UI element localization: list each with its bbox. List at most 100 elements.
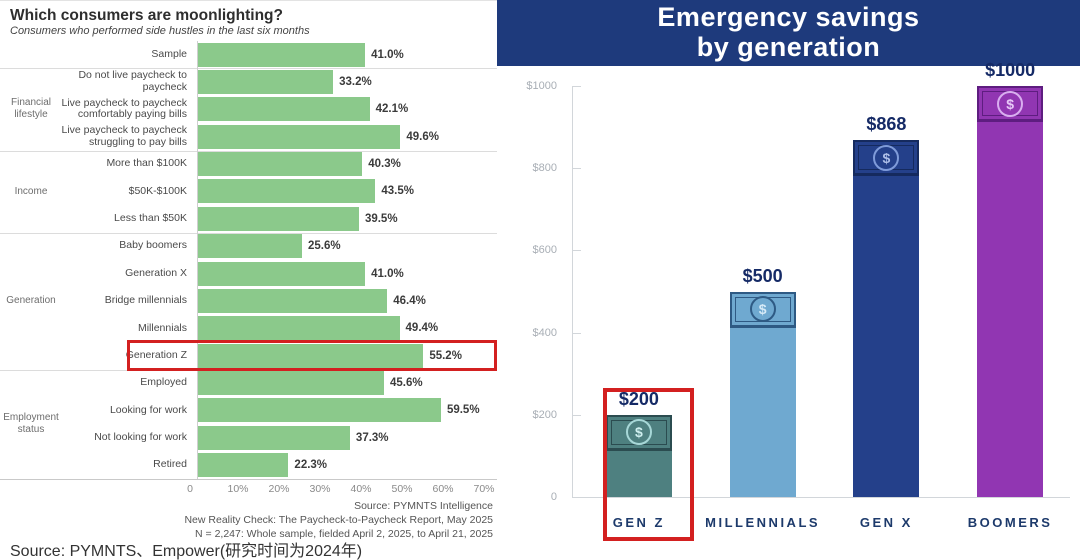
x-axis-tick-label: 10%	[227, 483, 249, 495]
dollar-bill-icon: $	[729, 291, 796, 328]
bar-value-label: 22.3%	[294, 459, 328, 472]
bar	[197, 179, 376, 204]
left-chart-y-axis-line	[197, 41, 198, 479]
left-chart-title: Which consumers are moonlighting?	[10, 7, 283, 24]
bar	[197, 453, 289, 478]
right-chart-x-axis-line	[572, 497, 1070, 498]
bar	[197, 69, 334, 94]
dollar-bill-icon: $	[853, 140, 920, 177]
left-chart-row: Live paycheck to paycheck comfortably pa…	[0, 96, 497, 123]
y-axis-tick-label: $1000	[526, 80, 557, 92]
dollar-sign-icon: $	[997, 90, 1024, 117]
y-axis-tick-label: $400	[532, 326, 557, 339]
y-axis-tick-label: $600	[532, 244, 557, 257]
x-axis-tick-label: 60%	[432, 483, 454, 495]
left-chart-row: Live paycheck to paycheck struggling to …	[0, 123, 497, 150]
y-axis-tick-label: $800	[532, 162, 557, 175]
bar-value-label: 46.4%	[393, 294, 426, 307]
bar-label: $50K-$100K	[128, 184, 187, 197]
left-chart-row: Generation Z 55.2%	[0, 342, 497, 369]
x-axis-tick-label: 30%	[309, 483, 331, 495]
x-axis-tick-label: 40%	[350, 483, 372, 495]
bar	[197, 316, 400, 341]
bar-value-label: 33.2%	[339, 75, 372, 88]
y-axis-tick-mark	[572, 332, 581, 334]
generation-z-highlight-box	[127, 340, 497, 371]
left-chart-row: Do not live paycheck to paycheck 33.2%	[0, 68, 497, 95]
bar-category-label: BOOMERS	[967, 515, 1053, 530]
bar-label: Baby boomers	[119, 239, 187, 252]
bar	[197, 425, 350, 450]
left-chart-row: $50K-$100K 43.5%	[0, 178, 497, 205]
group-separator-line	[0, 232, 497, 234]
bar-value-label: 55.2%	[429, 349, 462, 362]
bar-value-label: 41.0%	[371, 48, 404, 61]
left-chart-row: Not looking for work 37.3%	[0, 424, 497, 451]
dollar-sign-icon: $	[625, 419, 652, 446]
bar-label: Live paycheck to paycheck comfortably pa…	[61, 96, 188, 121]
savings-bar: $	[977, 86, 1044, 497]
x-axis-tick-label: 0	[187, 483, 193, 495]
x-axis-tick-label: 70%	[473, 483, 495, 495]
left-chart-subtitle: Consumers who performed side hustles in …	[10, 25, 310, 37]
footer-source-text: Source: PYMNTS、Empower(研究时间为2024年)	[10, 543, 363, 560]
group-label: Financial lifestyle	[10, 97, 52, 121]
bar-value-label: 40.3%	[368, 158, 401, 170]
bar-label: Not looking for work	[94, 431, 187, 444]
bar-label: Do not live paycheck to paycheck	[78, 69, 187, 94]
bar-label: Looking for work	[109, 403, 187, 416]
bar-value-label: 25.6%	[307, 240, 341, 253]
moonlighting-chart: Which consumers are moonlighting? Consum…	[0, 0, 497, 540]
bar-label: More than $100K	[106, 157, 187, 170]
y-axis-tick-mark	[572, 497, 581, 498]
left-chart-row: More than $100K 40.3%	[0, 151, 497, 178]
bar-category-label: GEN X	[859, 515, 913, 530]
bar-label: Retired	[153, 458, 187, 471]
left-chart-row: Looking for work 59.5%	[0, 397, 497, 424]
bar	[197, 42, 366, 67]
emergency-savings-chart: Emergency savings by generation $1000 $80…	[497, 0, 1080, 560]
dollar-sign-icon: $	[749, 296, 776, 322]
bar-value-label: 49.4%	[405, 322, 439, 335]
bar-value-label: 45.6%	[389, 377, 423, 389]
bar-label: Generation Z	[125, 348, 187, 361]
bar-label: Millennials	[137, 321, 187, 334]
bar-value-label: $500	[742, 265, 783, 286]
bar-value-label: 42.1%	[375, 103, 409, 116]
bar	[197, 124, 401, 149]
bar-label: Generation X	[125, 266, 187, 279]
group-label: Income	[14, 185, 48, 197]
savings-bar: $	[605, 414, 672, 497]
left-chart-row: Employed 45.6%	[0, 370, 497, 397]
group-label: Generation	[6, 295, 56, 307]
source-line: N = 2,247: Whole sample, fielded April 2…	[195, 528, 493, 541]
bar	[197, 206, 359, 231]
y-axis-tick-mark	[572, 168, 581, 170]
group-label: Employment status	[3, 412, 59, 436]
bar-category-label: MILLENNIALS	[705, 515, 821, 530]
left-chart-row: Less than $50K 39.5%	[0, 205, 497, 232]
bar-value-label: 59.5%	[446, 404, 480, 417]
bar-value-label: 37.3%	[355, 431, 389, 444]
dollar-sign-icon: $	[873, 144, 900, 171]
bar-value-label: 39.5%	[364, 212, 398, 225]
bar-value-label: 41.0%	[371, 267, 404, 280]
bar	[197, 398, 441, 423]
bar	[197, 234, 302, 259]
x-axis-tick-label: 50%	[391, 483, 413, 495]
y-axis-tick-mark	[572, 414, 581, 416]
bar-label: Bridge millennials	[104, 294, 187, 307]
group-separator-line	[0, 150, 497, 152]
bar-value-label: 43.5%	[381, 185, 414, 198]
bar-value-label: $868	[866, 114, 907, 135]
bar-label: Live paycheck to paycheck struggling to …	[61, 124, 188, 148]
bar-value-label: $1000	[985, 60, 1036, 80]
source-line: New Reality Check: The Paycheck-to-Paych…	[184, 514, 493, 527]
right-chart-title-banner: Emergency savings by generation	[497, 0, 1080, 66]
left-chart-row: Sample 41.0%	[0, 41, 497, 68]
left-chart-row: Millennials 49.4%	[0, 315, 497, 342]
bar	[197, 261, 366, 286]
gen-z-highlight-box	[603, 388, 694, 541]
source-line: Source: PYMNTS Intelligence	[354, 500, 493, 512]
